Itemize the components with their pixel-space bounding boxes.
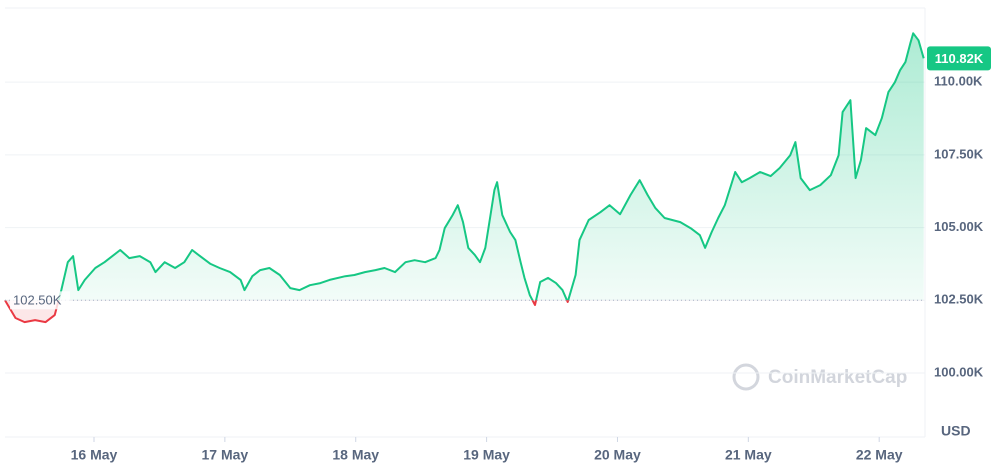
y-tick-label: 105.00K — [934, 219, 984, 234]
y-tick-label: 110.00K — [934, 74, 983, 89]
x-tick-label: 22 May — [856, 447, 903, 463]
y-tick-label: 102.50K — [934, 292, 984, 307]
y-tick-label: 100.00K — [934, 364, 984, 379]
watermark-text: CoinMarketCap — [768, 367, 907, 388]
x-tick-label: 17 May — [202, 447, 249, 463]
price-area-up — [5, 33, 924, 301]
baseline-label: 102.50K — [13, 293, 62, 308]
watermark-logo — [732, 363, 760, 391]
x-tick-label: 18 May — [332, 447, 379, 463]
x-tick-label: 19 May — [463, 447, 510, 463]
price-line-up — [4, 32, 925, 301]
watermark: CoinMarketCap — [732, 363, 907, 391]
y-tick-label: 107.50K — [934, 146, 984, 161]
currency-label: USD — [941, 423, 971, 439]
last-price-badge — [927, 46, 991, 71]
last-price-label: 110.82K — [935, 51, 984, 66]
x-tick-label: 20 May — [594, 447, 641, 463]
baseline-label-bg — [10, 291, 70, 310]
up-region — [4, 32, 925, 301]
x-tick-label: 16 May — [71, 447, 118, 463]
x-tick-label: 21 May — [725, 447, 772, 463]
